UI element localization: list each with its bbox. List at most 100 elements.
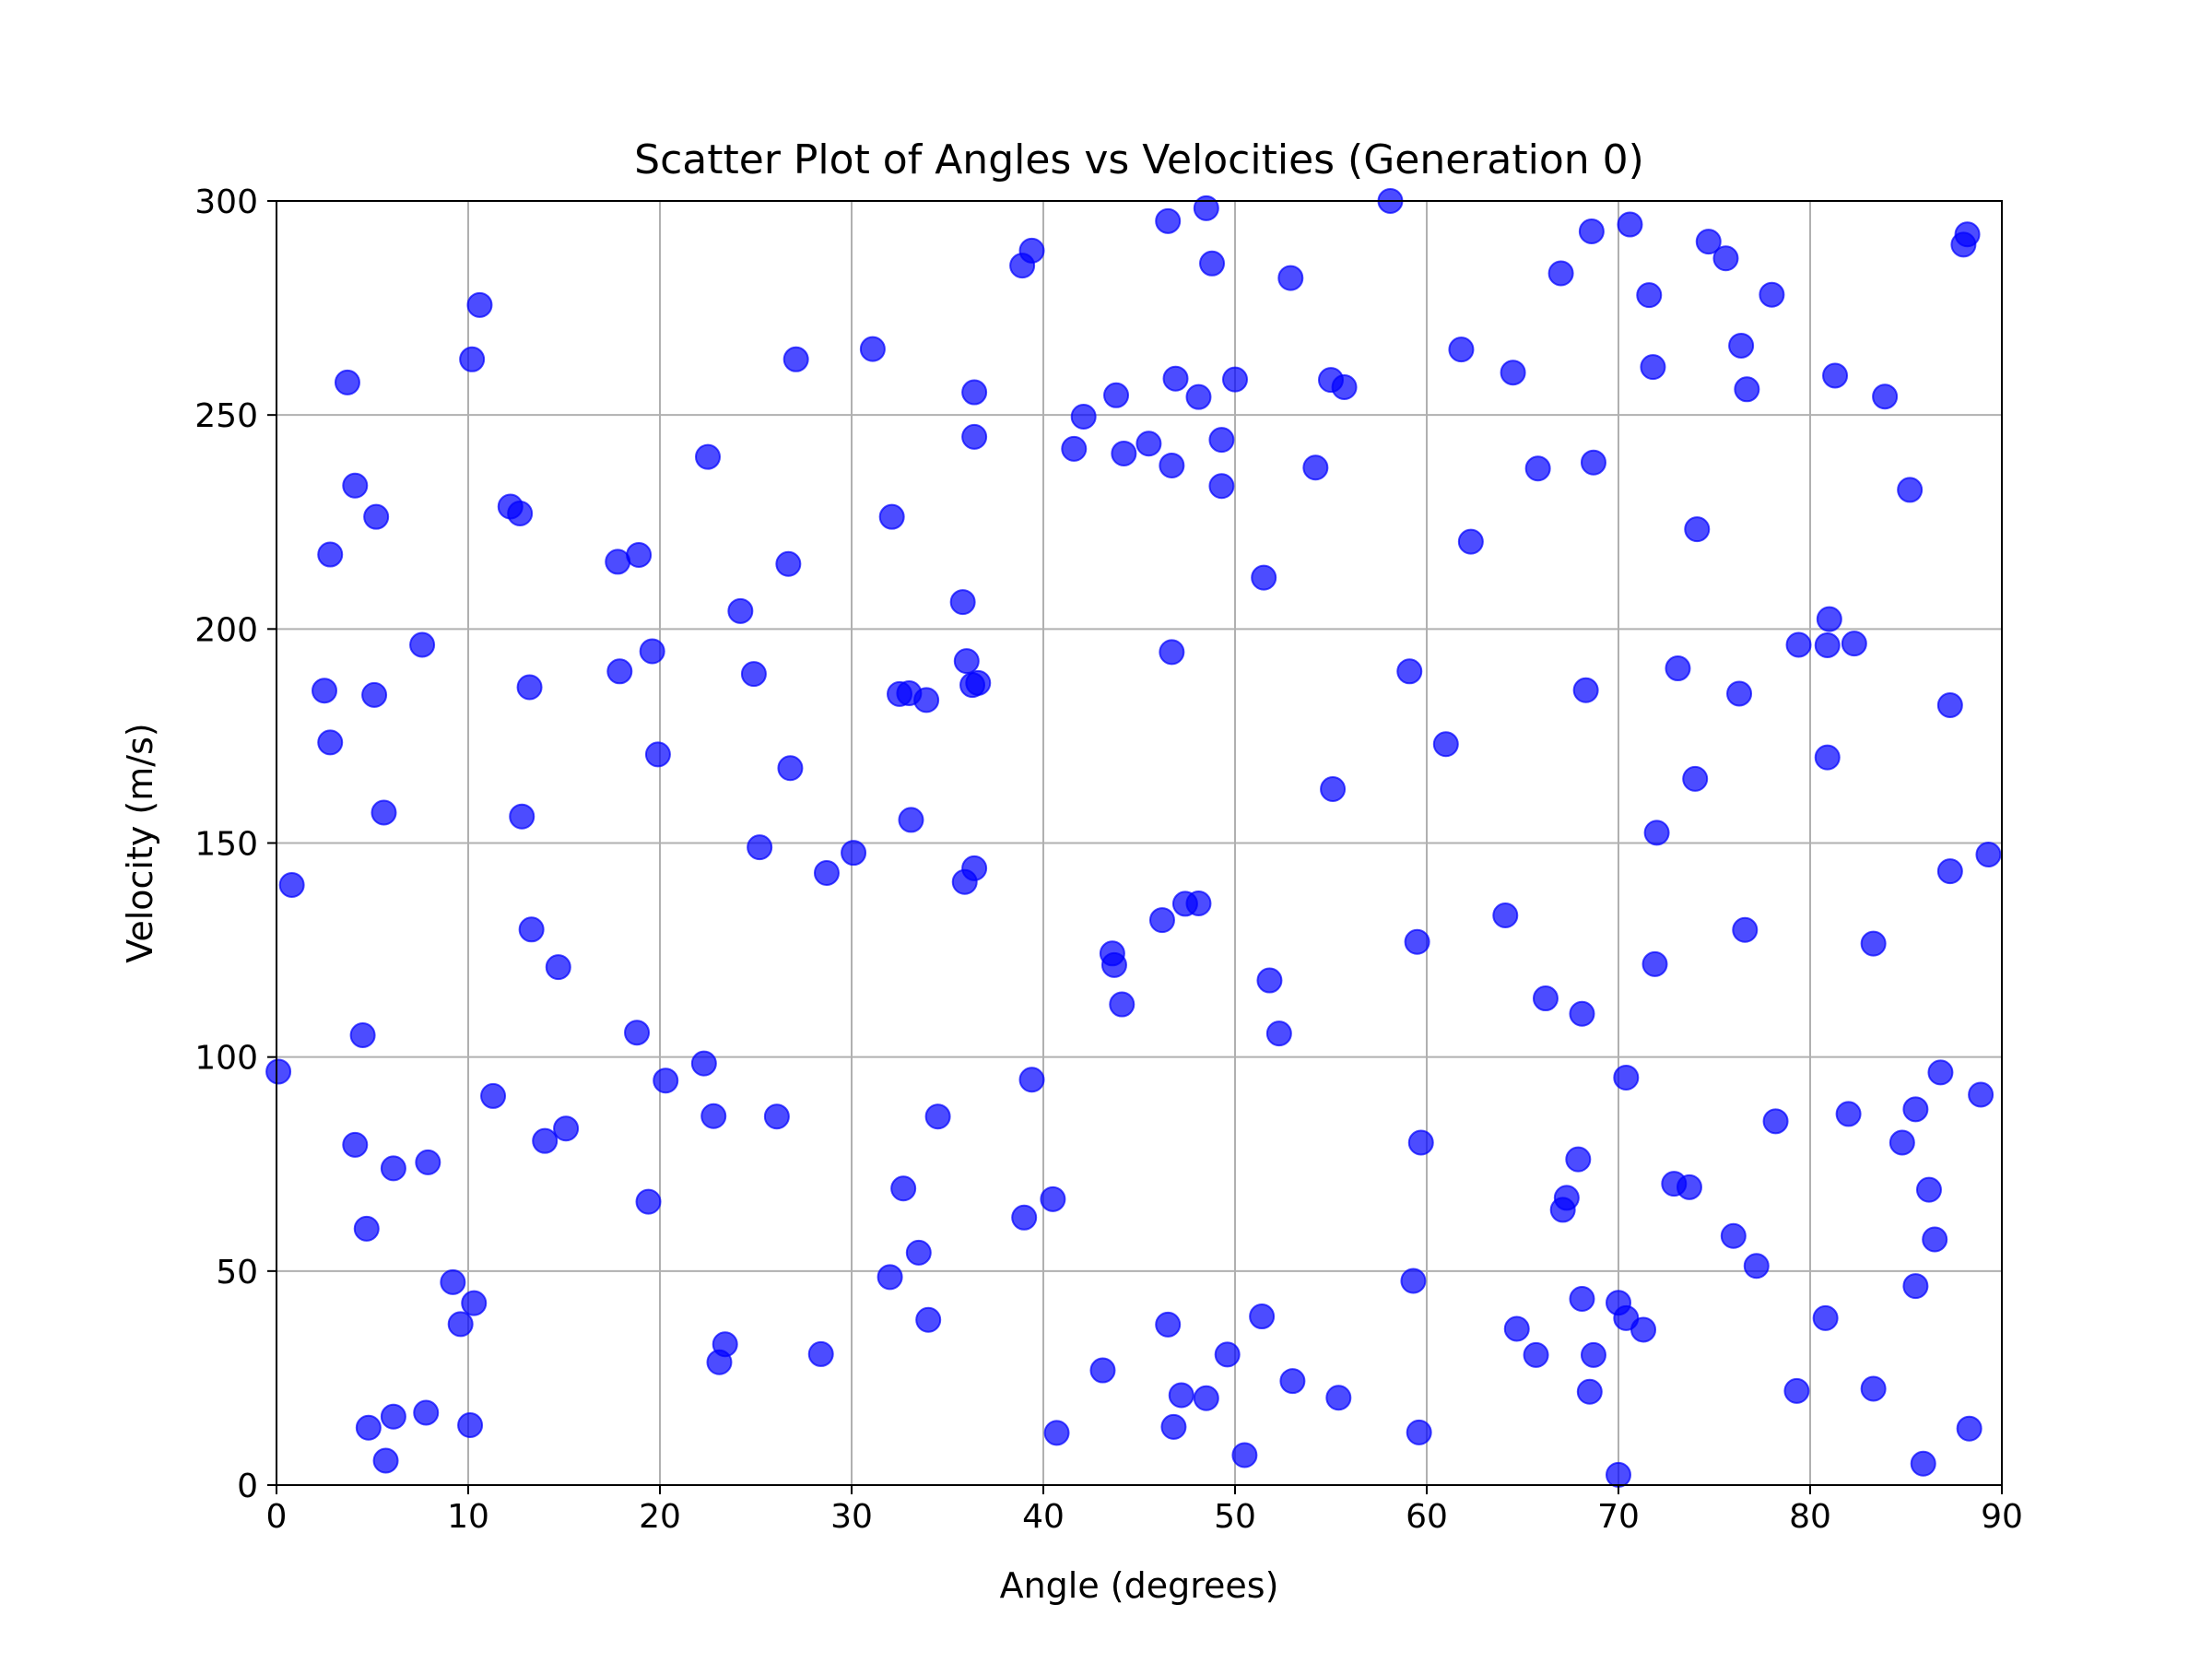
scatter-point [461,1290,488,1316]
scatter-point [278,872,305,899]
scatter-point [1159,639,1185,666]
scatter-point [777,755,804,782]
scatter-point [1956,1415,1983,1442]
scatter-point [1185,890,1212,916]
x-tick-label: 60 [1406,1498,1448,1536]
scatter-point [1569,1286,1595,1313]
scatter-point [372,1447,399,1474]
scatter-point [961,379,988,406]
scatter-point [371,799,397,826]
scatter-point [1208,427,1235,454]
scatter-point [1641,950,1668,977]
scatter-point [1231,1442,1258,1468]
y-tick-label: 50 [216,1254,258,1291]
scatter-point [349,1021,376,1048]
scatter-point [1915,1176,1942,1203]
scatter-point [1448,336,1475,363]
scatter-point [1569,1000,1595,1027]
scatter-point [507,500,534,526]
scatter-point [877,1264,903,1291]
x-tick-label: 40 [1022,1498,1065,1536]
scatter-point [1061,435,1088,462]
y-tick-label: 0 [237,1468,258,1505]
scatter-point [1728,332,1755,359]
scatter-point [1860,1375,1887,1402]
scatter-point [626,542,653,569]
scatter-point [1814,744,1841,771]
scatter-point [1162,365,1189,392]
scatter-point [1155,207,1182,234]
scatter-point [727,597,754,624]
scatter-point [1902,1273,1929,1300]
scatter-point [1968,1081,1994,1108]
x-axis-label: Angle (degrees) [1000,1565,1279,1606]
scatter-point [1860,930,1887,957]
scatter-point [747,834,773,861]
scatter-point [949,589,976,616]
scatter-point [712,1331,738,1358]
scatter-point [913,687,940,714]
scatter-point [841,840,867,867]
scatter-point [553,1115,580,1142]
scatter-point [1835,1101,1862,1127]
scatter-point [457,1411,484,1438]
scatter-point [1325,1385,1352,1411]
scatter-point [1018,237,1045,264]
scatter-point [532,1127,559,1154]
scatter-point [905,1239,932,1266]
scatter-point [695,443,721,470]
scatter-point [1302,454,1329,481]
scatter-point [413,1399,440,1426]
scatter-point [265,1058,292,1085]
scatter-point [606,658,633,685]
scatter-point [334,369,360,395]
scatter-point [763,1103,790,1130]
scatter-point [624,1020,651,1046]
scatter-point [1922,1226,1948,1253]
scatter-point [1910,1450,1936,1477]
scatter-point [466,291,493,318]
scatter-point [924,1103,951,1130]
scatter-point [480,1082,507,1109]
scatter-point [1578,218,1605,244]
scatter-point [1279,1368,1306,1395]
scatter-point [1523,1341,1549,1368]
scatter-point [1695,229,1722,255]
x-tick-label: 80 [1789,1498,1831,1536]
scatter-point [1897,477,1924,503]
scatter-point [1816,606,1842,632]
scatter-point [1684,516,1711,543]
scatter-point [1565,1146,1592,1173]
y-tick-label: 250 [194,397,258,435]
scatter-point [516,674,543,701]
scatter-point [1400,1268,1427,1294]
x-tick-label: 70 [1597,1498,1640,1536]
scatter-point [1265,1020,1292,1047]
y-tick-label: 150 [194,826,258,864]
scatter-point [1222,366,1248,393]
scatter-point [1103,382,1130,408]
scatter-point [1665,655,1691,682]
scatter-point [361,681,388,708]
scatter-point [1636,282,1663,309]
scatter-point [1193,1385,1219,1411]
scatter-point [782,346,809,372]
points-layer [265,188,2002,1488]
x-tick-label: 20 [639,1498,681,1536]
scatter-point [1406,1419,1432,1445]
scatter-point [1640,354,1666,381]
scatter-point [447,1311,474,1338]
scatter-point [1613,1064,1640,1091]
scatter-point [653,1067,679,1094]
scatter-point [1553,1185,1580,1211]
scatter-point [518,916,545,943]
scatter-point [813,860,840,887]
y-axis-label: Velocity (m/s) [120,723,160,962]
scatter-point [953,648,980,675]
scatter-point [1070,404,1097,430]
scatter-point [635,1188,662,1215]
scatter-point [1208,473,1235,500]
scatter-point [775,550,802,577]
scatter-point [1785,631,1812,658]
